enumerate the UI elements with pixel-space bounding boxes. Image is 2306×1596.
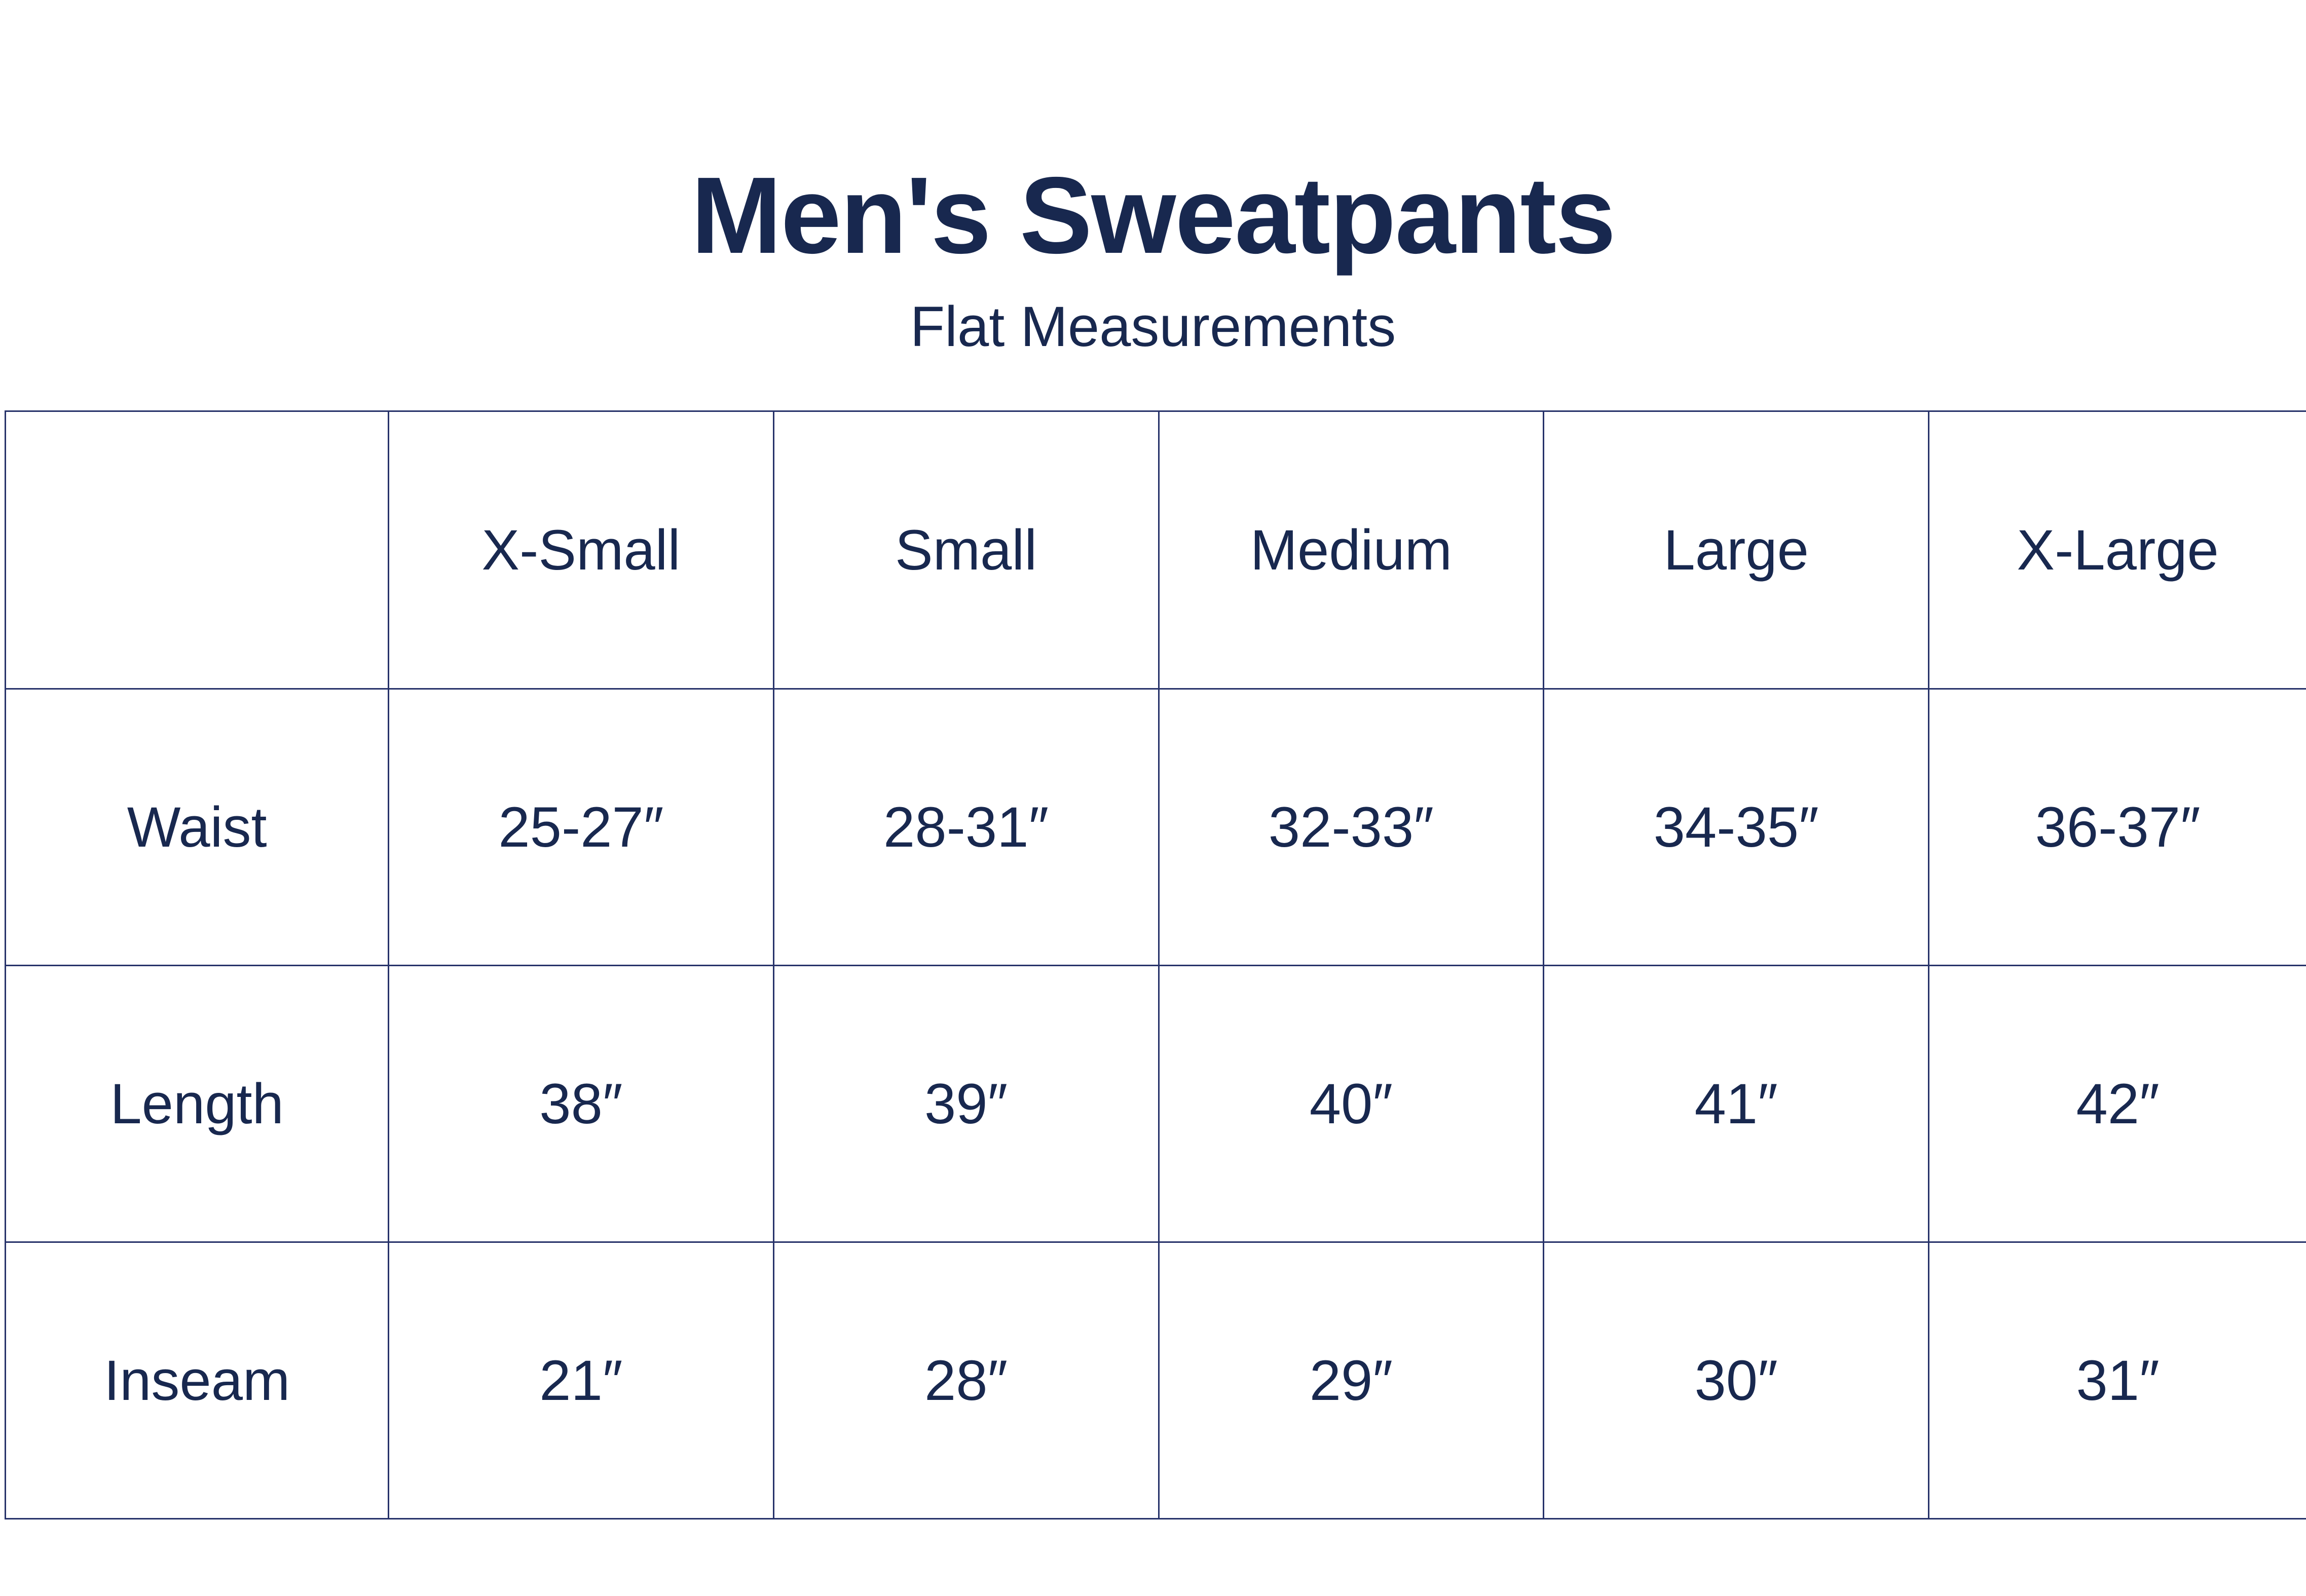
table-row: Inseam 21″ 28″ 29″ 30″ 31″: [4, 1241, 2306, 1519]
size-chart-table: X-Small Small Medium Large X-Large Waist…: [4, 410, 2306, 1519]
header-cell: Medium: [1158, 410, 1545, 690]
header-row: X-Small Small Medium Large X-Large: [4, 410, 2306, 690]
header-cell: Large: [1543, 410, 1930, 690]
page-title: Men's Sweatpants: [691, 154, 1616, 276]
table-cell: 21″: [388, 1241, 774, 1519]
table-cell: 28″: [772, 1241, 1160, 1519]
table-cell: 40″: [1158, 965, 1545, 1243]
table-row: Length 38″ 39″ 40″ 41″ 42″: [4, 965, 2306, 1243]
table-cell: 41″: [1543, 965, 1930, 1243]
table-cell: 25-27″: [388, 688, 774, 966]
row-label: Waist: [4, 688, 390, 966]
table-cell: 34-35″: [1543, 688, 1930, 966]
header-cell: X-Small: [388, 410, 774, 690]
table-cell: 28-31″: [772, 688, 1160, 966]
table-cell: 29″: [1158, 1241, 1545, 1519]
table-cell: 36-37″: [1928, 688, 2306, 966]
table-row: Waist 25-27″ 28-31″ 32-33″ 34-35″ 36-37″: [4, 688, 2306, 966]
row-label: Inseam: [4, 1241, 390, 1519]
table-cell: 42″: [1928, 965, 2306, 1243]
table-cell: 39″: [772, 965, 1160, 1243]
header-cell: X-Large: [1928, 410, 2306, 690]
table-cell: 32-33″: [1158, 688, 1545, 966]
header-cell-empty: [4, 410, 390, 690]
table-cell: 30″: [1543, 1241, 1930, 1519]
page-subtitle: Flat Measurements: [910, 295, 1396, 358]
row-label: Length: [4, 965, 390, 1243]
table-cell: 31″: [1928, 1241, 2306, 1519]
header-cell: Small: [772, 410, 1160, 690]
table-cell: 38″: [388, 965, 774, 1243]
